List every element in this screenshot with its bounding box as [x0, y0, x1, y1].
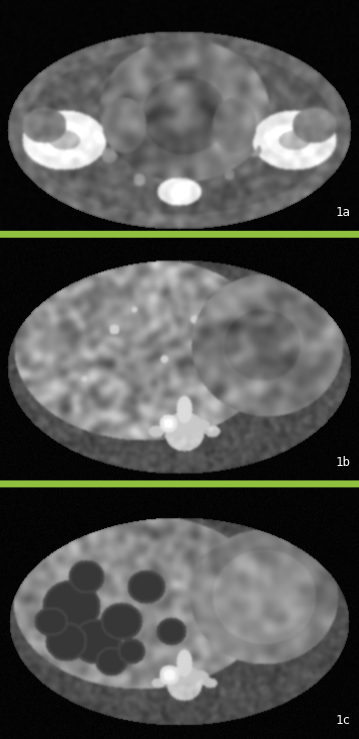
- Text: 1a: 1a: [336, 206, 351, 219]
- Text: 1c: 1c: [336, 714, 351, 727]
- Text: 1b: 1b: [336, 455, 351, 469]
